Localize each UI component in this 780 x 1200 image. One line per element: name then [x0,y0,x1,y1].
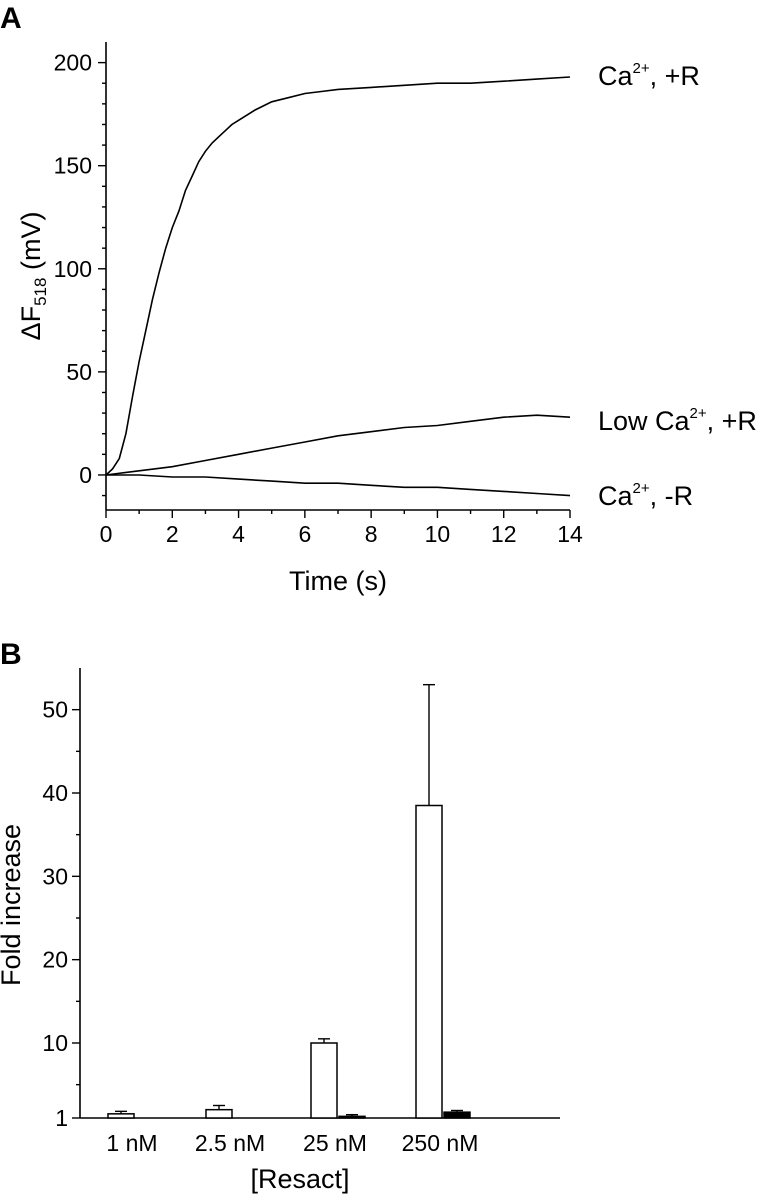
a-y-tick-label: 50 [66,359,92,385]
panel-a-letter: A [0,2,22,35]
b-x-tick-label: 25 nM [303,1130,367,1156]
a-y-axis-title: ΔF518 (mV) [16,212,50,341]
b-bar-open-3 [415,804,443,1119]
a-series-1-trace [105,414,571,476]
a-x-tick-label: 4 [232,521,245,547]
panel-b-chart: B 1 10 20 30 40 50 1 nM 2.5 nM 25 nM 250 nM [Resac… [0,638,560,1194]
b-bar-open-0 [107,1113,135,1119]
b-bar-open-2 [310,1042,338,1119]
a-series-0-label: Ca2+, +R [598,60,700,91]
a-x-tick-label: 14 [557,521,583,547]
b-bar-filled-2 [338,1115,366,1119]
panel-a-chart: A 0 50 100 150 200 0 2 4 6 8 10 12 14 Time (s) ΔF518 (… [0,2,757,596]
a-y-tick-label: 150 [54,153,92,179]
panel-b-letter: B [0,638,22,671]
b-bar-open-1 [205,1108,233,1119]
b-y-axis-title: Fold increase [0,824,26,986]
b-x-tick-label: 1 nM [106,1130,157,1156]
a-y-tick-label: 200 [54,50,92,76]
b-bar-filled-3 [443,1111,471,1119]
b-y-tick-label: 10 [42,1030,68,1056]
b-y-tick-label: 50 [42,697,68,723]
b-x-tick-label: 250 nM [402,1130,479,1156]
a-x-tick-label: 10 [425,521,451,547]
a-x-tick-label: 12 [491,521,517,547]
a-y-tick-label: 0 [79,462,92,488]
a-series-1-label: Low Ca2+, +R [598,405,757,436]
a-x-tick-label: 0 [100,521,113,547]
b-x-tick-label: 2.5 nM [195,1130,265,1156]
a-x-axis-title: Time (s) [289,566,387,596]
b-y-tick-label: 40 [42,780,68,806]
a-x-tick-label: 6 [298,521,311,547]
a-series-2-trace [106,474,571,497]
b-y-tick-label: 30 [42,863,68,889]
a-series-2-label: Ca2+, -R [598,480,693,511]
a-series-0-trace [105,76,571,476]
b-y-tick-label: 1 [55,1105,68,1131]
a-x-tick-label: 2 [166,521,179,547]
a-x-tick-label: 8 [365,521,378,547]
a-y-tick-label: 100 [54,256,92,282]
b-x-axis-title: [Resact] [250,1164,349,1194]
b-y-tick-label: 20 [42,947,68,973]
